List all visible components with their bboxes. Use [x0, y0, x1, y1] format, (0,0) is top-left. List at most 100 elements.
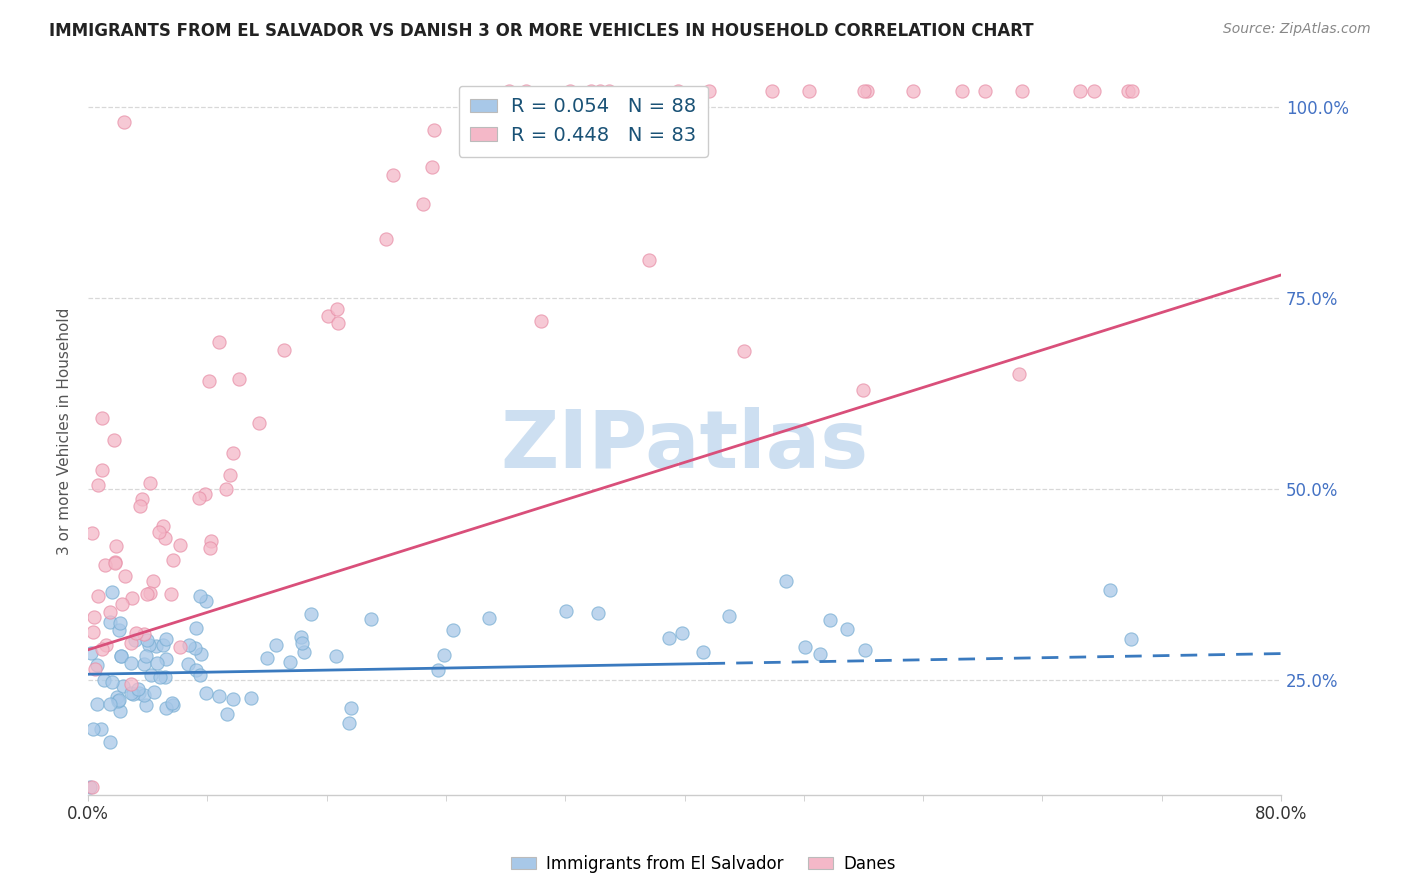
Point: [104, 555, 127, 569]
Point: [340, 700, 363, 714]
Point: [852, 383, 875, 397]
Point: [124, 632, 146, 647]
Point: [142, 574, 165, 588]
Point: [148, 525, 170, 540]
Point: [193, 486, 215, 500]
Point: [852, 85, 875, 99]
Point: [138, 638, 160, 652]
Point: [775, 574, 797, 588]
Point: [86, 657, 108, 672]
Point: [820, 613, 842, 627]
Point: [153, 531, 176, 545]
Point: [423, 122, 446, 136]
Point: [190, 648, 212, 662]
Point: [1099, 582, 1122, 597]
Point: [98, 735, 121, 749]
Point: [127, 681, 149, 696]
Point: [586, 606, 609, 620]
Point: [273, 343, 295, 357]
Point: [200, 534, 222, 549]
Point: [264, 638, 287, 652]
Point: [219, 468, 242, 483]
Point: [79, 780, 101, 795]
Point: [101, 585, 124, 599]
Text: Source: ZipAtlas.com: Source: ZipAtlas.com: [1223, 22, 1371, 37]
Point: [326, 301, 349, 316]
Point: [316, 309, 339, 323]
Point: [374, 232, 396, 246]
Point: [145, 639, 167, 653]
Point: [104, 556, 127, 570]
Point: [114, 568, 136, 582]
Point: [136, 587, 159, 601]
Point: [83, 610, 105, 624]
Point: [1083, 85, 1105, 99]
Point: [799, 85, 821, 99]
Point: [108, 693, 131, 707]
Point: [149, 670, 172, 684]
Point: [94, 558, 117, 572]
Point: [93, 673, 115, 687]
Point: [1118, 85, 1140, 99]
Point: [291, 636, 314, 650]
Point: [1011, 85, 1033, 99]
Point: [208, 689, 231, 703]
Point: [558, 85, 581, 99]
Point: [187, 491, 209, 505]
Y-axis label: 3 or more Vehicles in Household: 3 or more Vehicles in Household: [58, 308, 72, 556]
Point: [530, 314, 553, 328]
Point: [299, 607, 322, 621]
Point: [90, 722, 112, 736]
Point: [1121, 85, 1143, 99]
Point: [294, 645, 316, 659]
Point: [974, 85, 997, 99]
Point: [177, 657, 200, 671]
Point: [188, 668, 211, 682]
Point: [155, 701, 177, 715]
Point: [108, 615, 131, 630]
Point: [360, 612, 382, 626]
Point: [112, 679, 135, 693]
Point: [441, 623, 464, 637]
Point: [80, 646, 103, 660]
Point: [794, 640, 817, 654]
Point: [139, 475, 162, 490]
Point: [80, 526, 103, 541]
Point: [135, 632, 157, 647]
Point: [194, 686, 217, 700]
Point: [290, 630, 312, 644]
Point: [717, 608, 740, 623]
Point: [433, 648, 456, 662]
Point: [188, 589, 211, 603]
Point: [98, 605, 121, 619]
Point: [84, 662, 107, 676]
Point: [808, 647, 831, 661]
Point: [122, 687, 145, 701]
Point: [125, 626, 148, 640]
Point: [337, 715, 360, 730]
Point: [91, 410, 114, 425]
Point: [98, 615, 121, 629]
Point: [105, 690, 128, 705]
Point: [128, 686, 150, 700]
Point: [98, 697, 121, 711]
Point: [671, 626, 693, 640]
Point: [110, 648, 132, 663]
Point: [666, 85, 689, 99]
Point: [222, 692, 245, 706]
Point: [108, 623, 131, 637]
Point: [152, 638, 174, 652]
Point: [950, 85, 973, 99]
Point: [132, 657, 155, 671]
Point: [120, 686, 142, 700]
Point: [103, 434, 125, 448]
Point: [138, 586, 160, 600]
Point: [194, 593, 217, 607]
Point: [135, 698, 157, 712]
Point: [96, 638, 118, 652]
Point: [108, 704, 131, 718]
Point: [87, 477, 110, 491]
Point: [579, 85, 602, 99]
Point: [110, 648, 132, 663]
Point: [80, 780, 103, 795]
